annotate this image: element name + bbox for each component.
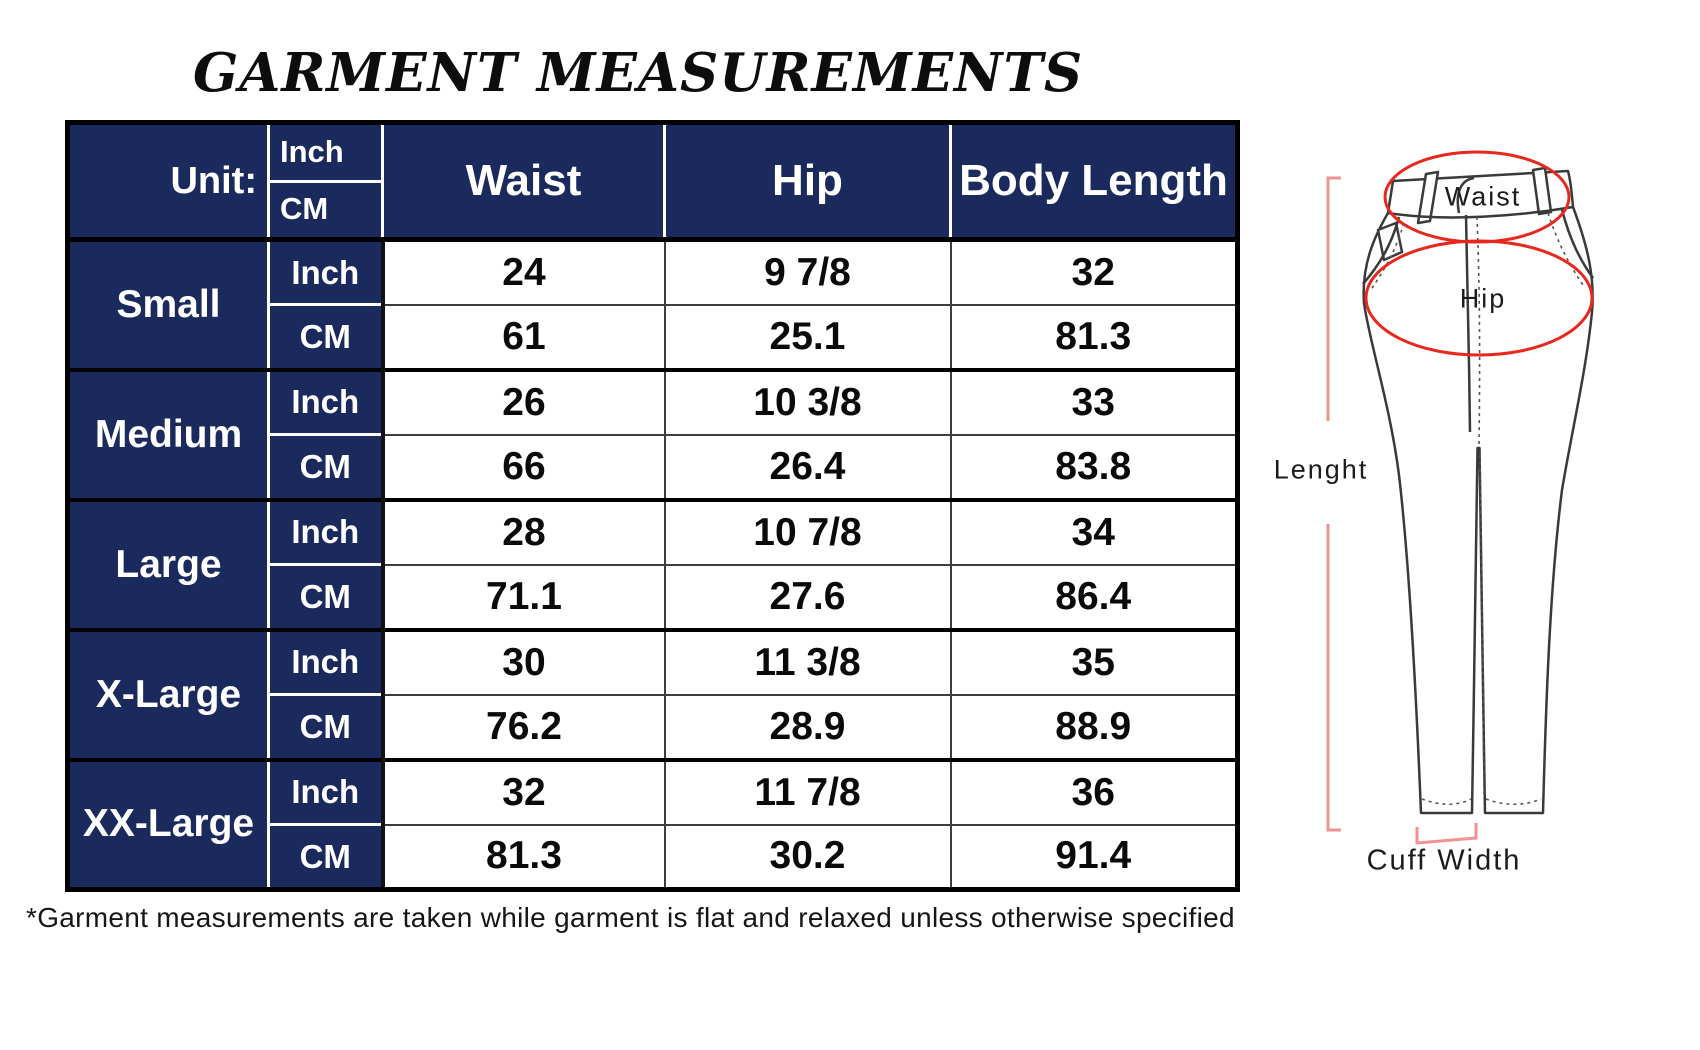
unit-row-label: CM [267,693,385,761]
size-row-cm: CM 66 26.4 83.8 [68,433,1239,501]
measurement-value: 76.2 [381,693,666,761]
unit-row-label: Inch [267,627,385,696]
size-label: Small [66,237,270,371]
measurement-value: 86.4 [949,563,1239,631]
size-row-inch: Large Inch 28 10 7/8 34 [66,497,1239,631]
size-row-inch: XX-Large Inch 32 11 7/8 36 [66,757,1239,891]
measurement-value: 24 [381,237,666,306]
measurement-value: 30.2 [663,823,952,891]
measurement-ellipses [1364,150,1594,357]
length-bracket-top [1326,176,1341,421]
measurement-value: 71.1 [381,563,666,631]
page-title: GARMENT MEASUREMENTS [193,42,1084,104]
cuff-width-bracket [1415,823,1478,845]
measurement-value: 26 [381,367,666,436]
pants-diagram [1326,150,1595,845]
waist-annotation-label: Waist [1444,181,1522,212]
pants-outline [1362,166,1594,815]
measurement-value: 10 7/8 [663,497,952,566]
measurement-value: 10 3/8 [663,367,952,436]
unit-inch-header: Inch [270,125,381,183]
measurement-value: 32 [381,757,666,826]
belt-loop-left [1416,170,1440,225]
measurement-value: 9 7/8 [663,237,952,306]
measurement-value: 28.9 [663,693,952,761]
unit-row-label: CM [267,303,385,371]
unit-row-label: CM [267,433,385,501]
size-row-cm: CM 76.2 28.9 88.9 [68,693,1239,761]
measurement-value: 25.1 [663,303,952,371]
unit-row-label: Inch [267,367,385,436]
measurement-value: 34 [949,497,1239,566]
size-label: X-Large [66,627,270,761]
measurement-value: 35 [949,627,1239,696]
size-table: Unit: Inch CM Waist Hip Body Length Smal… [65,120,1240,892]
unit-row-label: CM [267,823,385,891]
size-label: Medium [66,367,270,501]
measurement-value: 36 [949,757,1239,826]
hip-ellipse [1364,239,1594,357]
belt-loop-right [1531,166,1553,216]
measurement-value: 32 [949,237,1239,306]
measurement-value: 91.4 [949,823,1239,891]
measurement-value: 61 [381,303,666,371]
unit-cm-header: CM [280,191,329,227]
size-row-cm: CM 81.3 30.2 91.4 [68,823,1239,891]
measurement-value: 83.8 [949,433,1239,501]
size-row-inch: Medium Inch 26 10 3/8 33 [66,367,1239,501]
size-label: XX-Large [66,757,270,891]
column-header-body-length: Body Length [949,121,1239,242]
measurement-value: 81.3 [949,303,1239,371]
measurement-value: 28 [381,497,666,566]
unit-stack-header: Inch CM [267,121,384,242]
unit-row-label: Inch [267,757,385,826]
column-header-hip: Hip [663,121,952,242]
size-row-cm: CM 71.1 27.6 86.4 [68,563,1239,631]
size-row-inch: Small Inch 24 9 7/8 32 [66,237,1239,371]
size-label: Large [66,497,270,631]
table-header-row: Unit: Inch CM Waist Hip Body Length [66,121,1239,242]
size-table-body: Small Inch 24 9 7/8 32 CM 61 25.1 81.3 Medium Inch… [66,237,1239,891]
hip-annotation-label: Hip [1459,283,1507,314]
measurement-value: 26.4 [663,433,952,501]
measurement-value: 11 7/8 [663,757,952,826]
length-bracket-bottom [1326,524,1341,832]
unit-row-label: Inch [267,237,385,306]
measurement-value: 30 [381,627,666,696]
measurement-value: 27.6 [663,563,952,631]
size-row-cm: CM 61 25.1 81.3 [68,303,1239,371]
measurement-value: 81.3 [381,823,666,891]
size-row-inch: X-Large Inch 30 11 3/8 35 [66,627,1239,761]
unit-row-label: Inch [267,497,385,566]
measurement-value: 66 [381,433,666,501]
measurement-value: 11 3/8 [663,627,952,696]
length-annotation-label: Lenght [1273,454,1369,485]
measurement-value: 33 [949,367,1239,436]
footnote: *Garment measurements are taken while ga… [26,902,1235,933]
cuff-width-annotation-label: Cuff Width [1366,844,1522,877]
pants-seams [1362,176,1595,433]
measurement-value: 88.9 [949,693,1239,761]
unit-row-label: CM [267,563,385,631]
measurement-brackets [1326,176,1478,845]
unit-header: Unit: [66,121,270,242]
column-header-waist: Waist [381,121,666,242]
